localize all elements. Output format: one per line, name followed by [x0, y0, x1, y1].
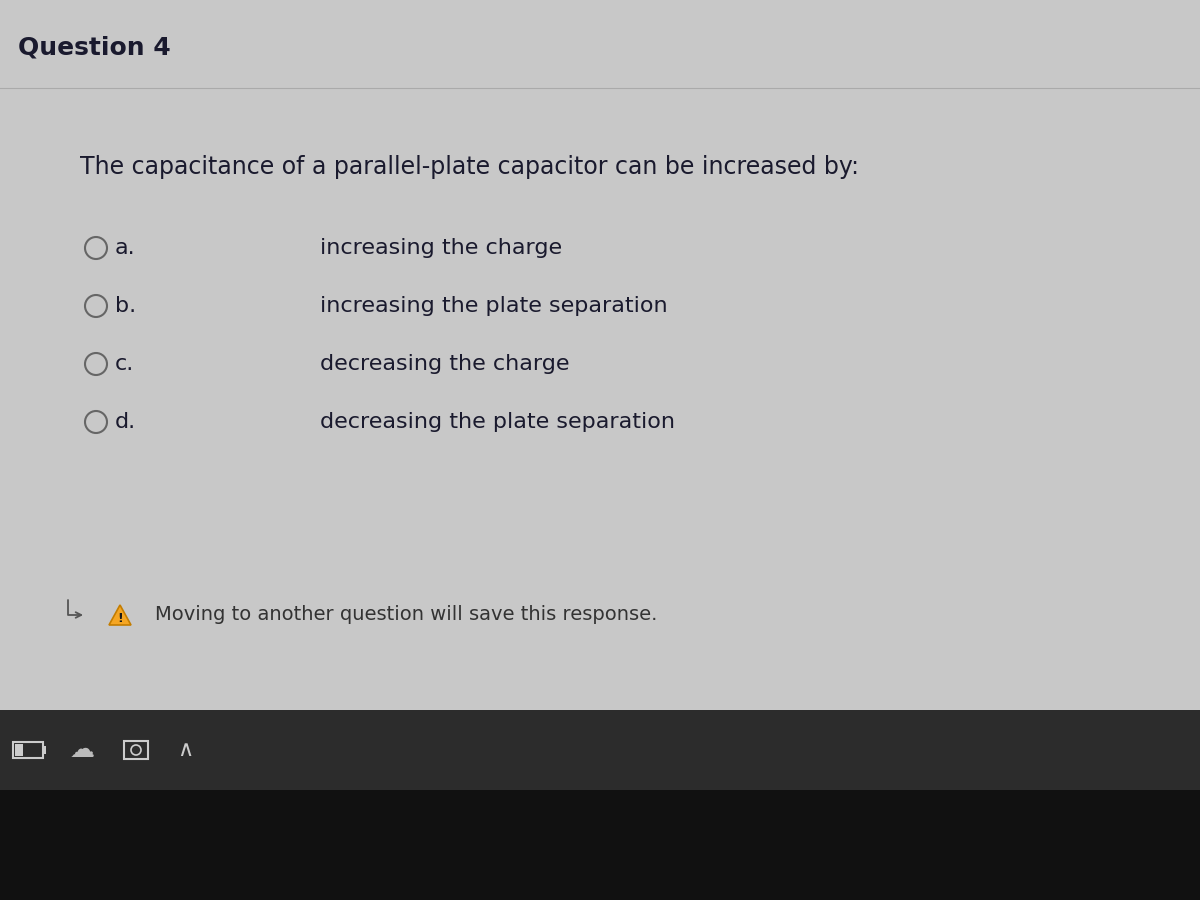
Text: increasing the charge: increasing the charge — [320, 238, 562, 258]
Bar — [13, 742, 43, 758]
Bar — [14, 744, 23, 756]
Text: decreasing the plate separation: decreasing the plate separation — [320, 412, 674, 432]
Text: Moving to another question will save this response.: Moving to another question will save thi… — [155, 606, 658, 625]
Text: decreasing the charge: decreasing the charge — [320, 354, 570, 374]
Text: ☁: ☁ — [70, 738, 95, 762]
Polygon shape — [109, 605, 131, 625]
Text: increasing the plate separation: increasing the plate separation — [320, 296, 667, 316]
Text: !: ! — [118, 611, 122, 625]
Bar — [0, 710, 1200, 790]
Bar — [124, 741, 148, 759]
Text: c.: c. — [115, 354, 134, 374]
Text: b.: b. — [115, 296, 136, 316]
Bar — [43, 746, 46, 754]
Text: d.: d. — [115, 412, 136, 432]
Text: Question 4: Question 4 — [18, 36, 170, 60]
Bar — [0, 790, 1200, 900]
Text: The capacitance of a parallel-plate capacitor can be increased by:: The capacitance of a parallel-plate capa… — [80, 155, 859, 179]
Text: a.: a. — [115, 238, 136, 258]
Text: ∧: ∧ — [176, 740, 193, 760]
